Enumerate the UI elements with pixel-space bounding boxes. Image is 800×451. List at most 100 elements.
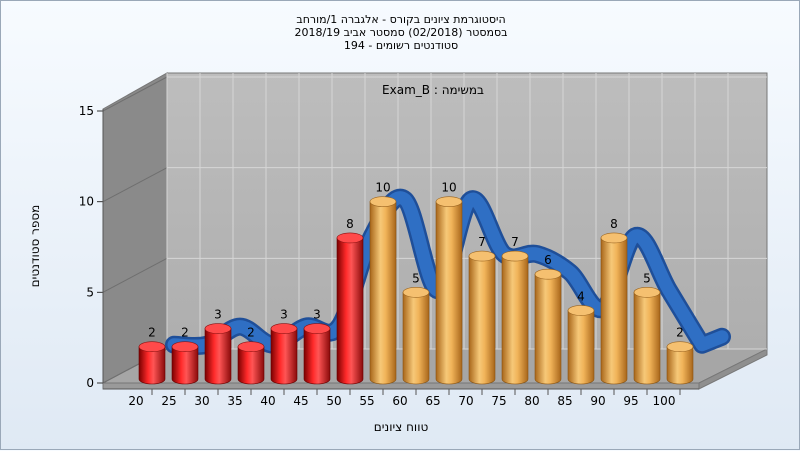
data-label: 3 — [280, 308, 288, 322]
bar — [138, 341, 166, 385]
x-tick-label: 90 — [590, 394, 605, 408]
bar-cap — [435, 196, 463, 207]
title-line-3: סטודנטים רשומים - 194 — [343, 39, 459, 52]
bar-cap — [402, 287, 430, 298]
bar-cap — [171, 341, 199, 353]
title-line-2: בסמסטר (02/2018) סמסטר אביב 2018/19 — [294, 26, 508, 39]
bar-cap — [303, 323, 331, 334]
x-tick-label: 55 — [359, 394, 374, 408]
bar — [633, 287, 661, 385]
y-tick-label: 15 — [79, 104, 94, 118]
bar-cap — [336, 232, 364, 244]
x-tick-label: 60 — [392, 394, 407, 408]
data-label: 5 — [412, 271, 420, 285]
data-label: 5 — [643, 271, 651, 285]
bar-body — [633, 292, 661, 385]
x-tick-label: 45 — [293, 394, 308, 408]
gridline-side — [102, 167, 168, 203]
x-tick-label: 85 — [557, 394, 572, 408]
data-label: 4 — [577, 289, 585, 303]
bar-cap — [666, 341, 694, 353]
bar-body — [171, 346, 199, 385]
data-label: 7 — [478, 235, 486, 249]
data-label: 2 — [181, 326, 189, 340]
bar-body — [138, 346, 166, 385]
x-tick-label: 25 — [161, 394, 176, 408]
data-label: 10 — [441, 181, 456, 195]
gridline-side — [102, 257, 168, 293]
bar-body — [204, 328, 232, 385]
bar — [501, 250, 529, 385]
x-tick-label: 30 — [194, 394, 209, 408]
plot-side-wall — [102, 72, 168, 384]
bar — [237, 341, 265, 385]
bar-body — [567, 310, 595, 385]
bar — [567, 305, 595, 385]
data-label: 6 — [544, 253, 552, 267]
bar-body — [666, 346, 694, 385]
data-label: 7 — [511, 235, 519, 249]
data-label: 8 — [346, 217, 354, 231]
bar-cap — [204, 323, 232, 334]
y-tick-label: 10 — [79, 195, 94, 209]
bar-body — [501, 255, 529, 385]
bar — [369, 196, 397, 385]
bar — [270, 323, 298, 385]
bar-body — [303, 328, 331, 385]
gridline-side — [102, 76, 168, 112]
bar-cap — [501, 250, 529, 262]
bar — [336, 232, 364, 385]
y-tick-label: 5 — [86, 285, 94, 299]
bar-cap — [600, 232, 628, 244]
bar-cap — [270, 323, 298, 334]
data-label: 3 — [214, 308, 222, 322]
bar-cap — [567, 305, 595, 316]
bar — [534, 268, 562, 385]
bar-body — [435, 201, 463, 385]
bar-body — [402, 292, 430, 385]
x-tick-label: 35 — [227, 394, 242, 408]
chart-annotation: במשימה : Exam_B — [382, 83, 484, 97]
data-label: 2 — [247, 326, 255, 340]
y-axis-label: מספר סטודנטים — [28, 205, 42, 288]
x-tick-label: 70 — [458, 394, 473, 408]
bar — [402, 287, 430, 385]
bar — [435, 196, 463, 385]
bar-body — [369, 201, 397, 385]
bar — [171, 341, 199, 385]
bar-cap — [369, 196, 397, 207]
x-tick-label: 95 — [623, 394, 638, 408]
bar-cap — [237, 341, 265, 353]
bar-body — [468, 255, 496, 385]
title-line-1: היסטוגרמת ציונים בקורס - אלגברה 1/מורחב — [296, 13, 506, 26]
bar-cap — [138, 341, 166, 353]
bar — [204, 323, 232, 385]
x-tick-label: 40 — [260, 394, 275, 408]
bar-cap — [534, 268, 562, 280]
bars — [138, 196, 694, 385]
bar-cap — [633, 287, 661, 298]
data-label: 2 — [676, 326, 684, 340]
bar-body — [600, 237, 628, 385]
y-tick-label: 0 — [86, 376, 94, 390]
data-labels: 2 2 3 2 3 3 8 10 5 10 7 7 6 4 8 5 2 — [148, 181, 684, 340]
bar-cap — [468, 250, 496, 262]
bar — [666, 341, 694, 385]
data-label: 3 — [313, 308, 321, 322]
bar-body — [336, 237, 364, 385]
x-tick-label: 80 — [524, 394, 539, 408]
data-label: 8 — [610, 217, 618, 231]
x-tick-label: 75 — [491, 394, 506, 408]
x-tick-label: 65 — [425, 394, 440, 408]
x-tick-label: 20 — [128, 394, 143, 408]
chart-title: היסטוגרמת ציונים בקורס - אלגברה 1/מורחב … — [1, 13, 800, 52]
bar — [600, 232, 628, 385]
bar — [303, 323, 331, 385]
data-label: 10 — [375, 181, 390, 195]
bar-body — [534, 273, 562, 385]
data-label: 2 — [148, 326, 156, 340]
x-tick-label: 100 — [653, 394, 676, 408]
